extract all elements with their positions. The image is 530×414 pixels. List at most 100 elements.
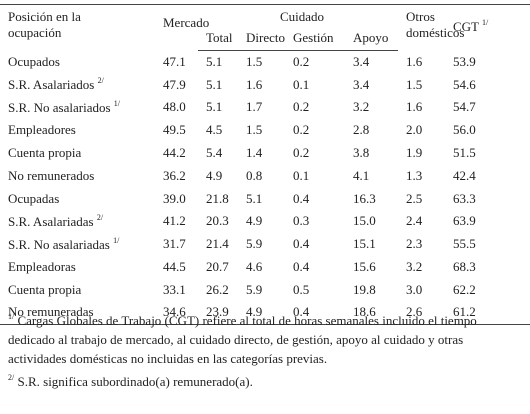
cell: 5.4	[206, 145, 223, 161]
cell: 0.2	[293, 122, 310, 138]
row: S.R. No asalariados 1/48.0 5.1 1.7 0.2 3.2 1.…	[0, 96, 530, 119]
row: No remunerados 36.2 4.9 0.8 0.1 4.1 1.3 42.4	[0, 164, 530, 187]
header-text: CGT	[453, 19, 479, 34]
row-label: S.R. No asalariados 1/	[0, 96, 155, 119]
cell: 53.9	[453, 53, 476, 69]
note-mark: 2/	[97, 76, 104, 86]
cell: 16.3	[353, 190, 376, 206]
row-label: S.R. Asalariados 2/	[0, 73, 155, 96]
cell: 5.9	[246, 236, 263, 252]
cell: 61.2	[453, 304, 476, 320]
row: No remuneradas 34.6 23.9 4.9 0.4 18.6 2.6 61.2	[0, 301, 530, 324]
cell: 0.2	[293, 99, 310, 115]
cell: 3.4	[353, 76, 370, 92]
header-text: Posición en la ocupación	[8, 9, 81, 40]
cell: 49.5	[163, 122, 186, 138]
data-table: Posición en la ocupación Mercado Cuidado…	[0, 4, 530, 325]
subheader: Directo	[238, 26, 285, 51]
cell: 47.1	[163, 53, 186, 69]
row-label: Cuenta propia	[0, 142, 155, 165]
subheader: Gestión	[285, 26, 345, 51]
cell: 5.9	[246, 281, 263, 297]
cell: 62.2	[453, 281, 476, 297]
row: Cuenta propia 33.1 26.2 5.9 0.5 19.8 3.0 62.2	[0, 278, 530, 301]
label-text: Cuenta propia	[8, 281, 82, 297]
row: Empleadoras 44.5 20.7 4.6 0.4 15.6 3.2 68.3	[0, 256, 530, 279]
row: S.R. No asalariadas 1/31.7 21.4 5.9 0.4 15.1…	[0, 233, 530, 256]
cell: 1.5	[246, 122, 263, 138]
cell: 54.7	[453, 99, 476, 115]
note-mark: 1/	[113, 98, 121, 108]
row-label: Ocupados	[0, 51, 155, 74]
row: S.R. Asalariadas 2/41.2 20.3 4.9 0.3 15.0 2.4…	[0, 210, 530, 233]
cell: 2.6	[406, 304, 423, 320]
cell: 4.9	[246, 304, 263, 320]
footnote-text: S.R. significa subordinado(a) remunerado…	[17, 374, 253, 389]
cell: 2.8	[353, 122, 370, 138]
cell: 1.5	[406, 76, 423, 92]
cell: 3.2	[406, 259, 423, 275]
cell: 33.1	[163, 281, 186, 297]
cell: 0.3	[293, 213, 310, 229]
label-text: Cuenta propia	[8, 145, 82, 161]
cell: 0.2	[293, 145, 310, 161]
cell: 54.6	[453, 76, 476, 92]
row-label: No remunerados	[0, 164, 155, 187]
header-mercado: Mercado	[163, 15, 210, 30]
cell: 1.4	[246, 145, 263, 161]
cell: 2.5	[406, 190, 423, 206]
header-otros: Otros domésticos	[406, 9, 465, 40]
cell: 4.1	[353, 167, 370, 183]
cell: 1.3	[406, 167, 423, 183]
row-label: Ocupadas	[0, 187, 155, 210]
cell: 34.6	[163, 304, 186, 320]
footnotes: 1/ Cargas Globales de Trabajo (CGT) refi…	[8, 307, 524, 391]
cell: 36.2	[163, 167, 186, 183]
cell: 1.7	[246, 99, 263, 115]
row: Empleadores 49.5 4.5 1.5 0.2 2.8 2.0 56.0	[0, 119, 530, 142]
header-cuidado: Cuidado	[279, 9, 325, 24]
cell: 5.1	[206, 99, 223, 115]
cell: 0.4	[293, 236, 310, 252]
cell: 2.3	[406, 236, 423, 252]
note-mark: 2/	[8, 373, 15, 382]
cell: 1.9	[406, 145, 423, 161]
cell: 0.4	[293, 304, 310, 320]
cell: 42.4	[453, 167, 476, 183]
cell: 4.9	[246, 213, 263, 229]
cell: 20.3	[206, 213, 229, 229]
label-text: S.R. Asalariadas	[8, 213, 94, 229]
cell: 0.1	[293, 76, 310, 92]
header-label: Posición en la ocupación	[0, 5, 155, 51]
cell: 20.7	[206, 259, 229, 275]
row-label: No remuneradas	[0, 301, 155, 324]
row-label: S.R. No asalariadas 1/	[0, 233, 155, 256]
subheader: Total	[198, 26, 238, 51]
cell: 2.4	[406, 213, 423, 229]
cell: 1.6	[406, 99, 423, 115]
cell: 3.4	[353, 54, 370, 70]
cell: 21.8	[206, 190, 229, 206]
cell: 3.0	[406, 281, 423, 297]
cell: 63.9	[453, 213, 476, 229]
cell: 41.2	[163, 213, 186, 229]
label-text: No remunerados	[8, 167, 95, 183]
note-mark: 1/	[113, 235, 120, 245]
header-cgt: CGT 1/	[445, 5, 530, 51]
label-text: No remuneradas	[8, 304, 94, 320]
row: Cuenta propia 44.2 5.4 1.4 0.2 3.8 1.9 51.5	[0, 142, 530, 165]
cell: 1.5	[246, 54, 263, 70]
cell: 3.2	[353, 99, 370, 115]
label-text: Empleadoras	[8, 259, 76, 275]
cell: 39.0	[163, 190, 186, 206]
cell: 1.6	[406, 53, 423, 69]
cell: 18.6	[353, 304, 376, 320]
cell: 26.2	[206, 281, 229, 297]
cell: 0.4	[293, 259, 310, 275]
note-mark: 1/	[482, 18, 489, 27]
footnote: 1/ Cargas Globales de Trabajo (CGT) refi…	[8, 307, 524, 368]
cell: 1.6	[246, 76, 263, 92]
cell: 44.5	[163, 259, 186, 275]
cell: 4.6	[246, 259, 263, 275]
